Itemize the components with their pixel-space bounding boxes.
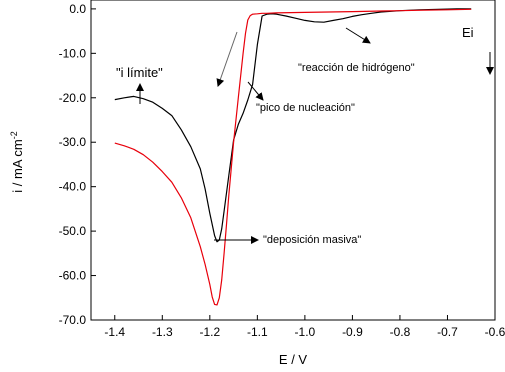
y-axis-title-main: i / mA cm bbox=[10, 139, 25, 192]
y-tick-label: -10.0 bbox=[59, 46, 87, 60]
x-tick-label: -0.9 bbox=[342, 325, 363, 339]
annotation-ei: Ei bbox=[462, 25, 474, 40]
y-tick-label: -40.0 bbox=[59, 180, 87, 194]
series-line-2 bbox=[114, 8, 472, 306]
x-axis-title: E / V bbox=[279, 352, 308, 367]
x-tick-label: -1.4 bbox=[104, 325, 125, 339]
y-tick-label: -50.0 bbox=[59, 224, 87, 238]
plot-frame bbox=[90, 0, 496, 321]
y-tick-label: -60.0 bbox=[59, 269, 87, 283]
x-tick-label: -1.2 bbox=[199, 325, 220, 339]
annotation-limit: "i límite" bbox=[116, 65, 163, 80]
y-axis-title-exponent: -2 bbox=[9, 131, 19, 139]
annotation-hydrogen-arrow bbox=[345, 27, 371, 44]
x-tick-label: -1.1 bbox=[247, 325, 268, 339]
annotation-deposition: "deposición masiva" bbox=[263, 234, 361, 246]
scan-direction-arrow bbox=[216, 31, 238, 87]
y-tick-label: 0.0 bbox=[69, 2, 86, 16]
x-tick-label: -1.0 bbox=[295, 325, 316, 339]
y-tick-label: -20.0 bbox=[59, 91, 87, 105]
x-tick-label: -0.7 bbox=[437, 325, 458, 339]
x-tick-label: -0.6 bbox=[485, 325, 505, 339]
x-tick-label: -1.3 bbox=[152, 325, 173, 339]
annotation-nucleation-arrow bbox=[247, 81, 264, 101]
y-axis-title: i / mA cm-2 bbox=[9, 131, 25, 192]
series-layer bbox=[114, 8, 472, 306]
y-tick-label: -70.0 bbox=[59, 313, 87, 327]
x-axis: -1.4 -1.3 -1.2 -1.1 -1.0 -0.9 -0.8 -0.7 -0.6 bbox=[104, 315, 505, 339]
y-tick-label: -30.0 bbox=[59, 135, 87, 149]
y-axis: 0.0 -10.0 -20.0 -30.0 -40.0 -50.0 -60.0 -70.0 bbox=[59, 2, 96, 327]
annotation-nucleation: "pico de nucleación" bbox=[256, 102, 355, 114]
x-tick-label: -0.8 bbox=[390, 325, 411, 339]
plot-area bbox=[90, 0, 496, 321]
series-line-1 bbox=[114, 8, 472, 243]
annotation-hydrogen: "reacción de hidrógeno" bbox=[298, 62, 415, 74]
